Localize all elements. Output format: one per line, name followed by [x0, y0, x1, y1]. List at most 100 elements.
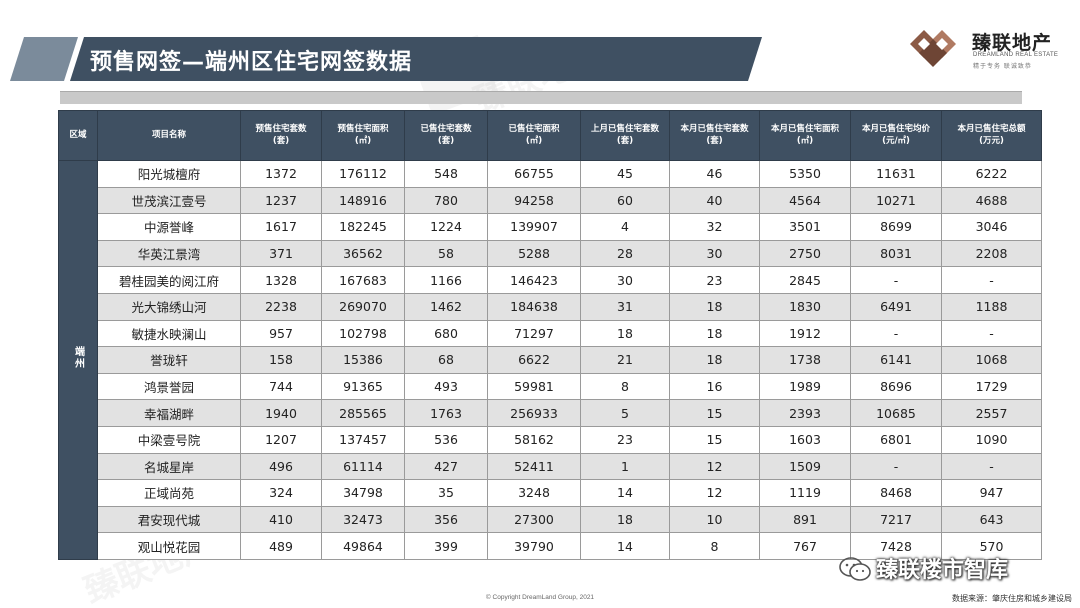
table-cell: 536	[404, 425, 488, 454]
table-cell: 5	[580, 399, 670, 427]
table-cell: 356	[404, 505, 488, 534]
table-cell: 2208	[941, 239, 1042, 268]
table-cell: 94258	[487, 186, 581, 215]
table-cell: 1166	[404, 266, 488, 294]
table-row: 中梁壹号院 1207 137457 536 58162 23 15 1603 6801 1090	[59, 425, 1042, 454]
table-cell: 18	[669, 319, 760, 348]
table-row: 光大锦绣山河 2238 269070 1462 184638 31 18 1830 6491 11…	[59, 292, 1042, 321]
table-cell: 399	[404, 532, 488, 560]
table-cell: 18	[669, 346, 760, 374]
table-cell: 957	[240, 319, 322, 348]
table-cell: 269070	[321, 292, 405, 321]
table-cell: 2238	[240, 292, 322, 321]
table-cell: 8031	[850, 239, 942, 268]
table-cell: 891	[759, 505, 851, 534]
table-cell: 7217	[850, 505, 942, 534]
project-name-cell: 鸿景誉园	[97, 372, 241, 401]
table-cell: 58162	[487, 425, 581, 454]
project-name-cell: 中源誉峰	[97, 213, 241, 241]
table-cell: 91365	[321, 372, 405, 401]
table-cell: 1912	[759, 319, 851, 348]
table-cell: 46	[669, 160, 760, 188]
table-cell: 1090	[941, 425, 1042, 454]
table-cell: 16	[669, 372, 760, 401]
project-name-cell: 华英江景湾	[97, 239, 241, 268]
table-cell: 1738	[759, 346, 851, 374]
table-cell: 1729	[941, 372, 1042, 401]
project-name-cell: 正域尚苑	[97, 479, 241, 507]
table-cell: 102798	[321, 319, 405, 348]
table-cell: 5350	[759, 160, 851, 188]
table-cell: 21	[580, 346, 670, 374]
table-cell: 60	[580, 186, 670, 215]
table-cell: 324	[240, 479, 322, 507]
table-cell: 52411	[487, 452, 581, 481]
wechat-account-name: 臻联楼市智库	[876, 558, 1009, 583]
table-row: 碧桂园美的阅江府 1328 167683 1166 146423 30 23 2845- -	[59, 266, 1042, 294]
table-cell: 23	[669, 266, 760, 294]
table-cell: 28	[580, 239, 670, 268]
table-cell: 18	[580, 505, 670, 534]
table-cell: 58	[404, 239, 488, 268]
column-header: 上月已售住宅套数 (套)	[580, 110, 670, 161]
table-cell: 1617	[240, 213, 322, 241]
table-cell: 39790	[487, 532, 581, 560]
column-header: 本月已售住宅套数 (套)	[669, 110, 760, 161]
table-cell: -	[850, 319, 942, 348]
table-cell: 8	[580, 372, 670, 401]
copyright-text: © Copyright DreamLand Group, 2021	[485, 594, 595, 601]
project-name-cell: 碧桂园美的阅江府	[97, 266, 241, 294]
table-cell: 10685	[850, 399, 942, 427]
table-cell: 6491	[850, 292, 942, 321]
project-name-cell: 名城星岸	[97, 452, 241, 481]
table-cell: 6622	[487, 346, 581, 374]
table-cell: 2845	[759, 266, 851, 294]
table-cell: 1237	[240, 186, 322, 215]
company-logo: 臻联地产 DREAMLAND REAL ESTATE 精于专务 联诚致恭	[906, 22, 1076, 74]
table-row: 观山悦花园 489 49864 399 39790 14 8 767 7428 570	[59, 532, 1042, 560]
table-cell: 4564	[759, 186, 851, 215]
table-cell: -	[941, 266, 1042, 294]
table-row: 君安现代城 410 32473 356 27300 18 10 891 7217 643	[59, 505, 1042, 534]
banner-background	[10, 37, 762, 81]
table-cell: 182245	[321, 213, 405, 241]
table-cell: 14	[580, 532, 670, 560]
table-row: 敏捷水映澜山 957 102798 680 71297 18 18 1912- -	[59, 319, 1042, 348]
table-cell: 2393	[759, 399, 851, 427]
table-cell: 30	[580, 266, 670, 294]
table-cell: -	[850, 452, 942, 481]
table-cell: 184638	[487, 292, 581, 321]
table-cell: 427	[404, 452, 488, 481]
table-row: 端州 阳光城檀府 1372 176112 548 66755 45 46 5350 11631 62…	[58, 160, 1042, 560]
table-cell: 34798	[321, 479, 405, 507]
logo-tagline: 精于专务 联诚致恭	[973, 63, 1032, 70]
table-cell: 137457	[321, 425, 405, 454]
table-cell: 8699	[850, 213, 942, 241]
table-cell: 1940	[240, 399, 322, 427]
table-cell: 1603	[759, 425, 851, 454]
table-cell: 410	[240, 505, 322, 534]
column-header: 项目名称	[97, 110, 241, 161]
table-cell: 285565	[321, 399, 405, 427]
table-cell: 1462	[404, 292, 488, 321]
project-name-cell: 幸福湖畔	[97, 399, 241, 427]
column-header: 本月已售住宅总额 (万元)	[941, 110, 1042, 161]
table-cell: 11631	[850, 160, 942, 188]
table-row: 幸福湖畔 1940 285565 1763 256933 5 15 2393 10685 2557	[59, 399, 1042, 427]
table-cell: 1068	[941, 346, 1042, 374]
page-title: 预售网签—端州区住宅网签数据	[90, 50, 413, 75]
logo-mark-icon	[910, 30, 956, 67]
project-name-cell: 阳光城檀府	[97, 160, 241, 188]
table-cell: 30	[669, 239, 760, 268]
table-cell: 548	[404, 160, 488, 188]
table-cell: 31	[580, 292, 670, 321]
table-cell: 1119	[759, 479, 851, 507]
table-row: 名城星岸 496 61114 427 52411 1 12 1509- -	[59, 452, 1042, 481]
project-name-cell: 誉珑轩	[97, 346, 241, 374]
project-name-cell: 敏捷水映澜山	[97, 319, 241, 348]
region-cell: 端州	[58, 160, 98, 560]
table-cell: 49864	[321, 532, 405, 560]
table-cell: 1224	[404, 213, 488, 241]
table-cell: 68	[404, 346, 488, 374]
table-cell: 1989	[759, 372, 851, 401]
